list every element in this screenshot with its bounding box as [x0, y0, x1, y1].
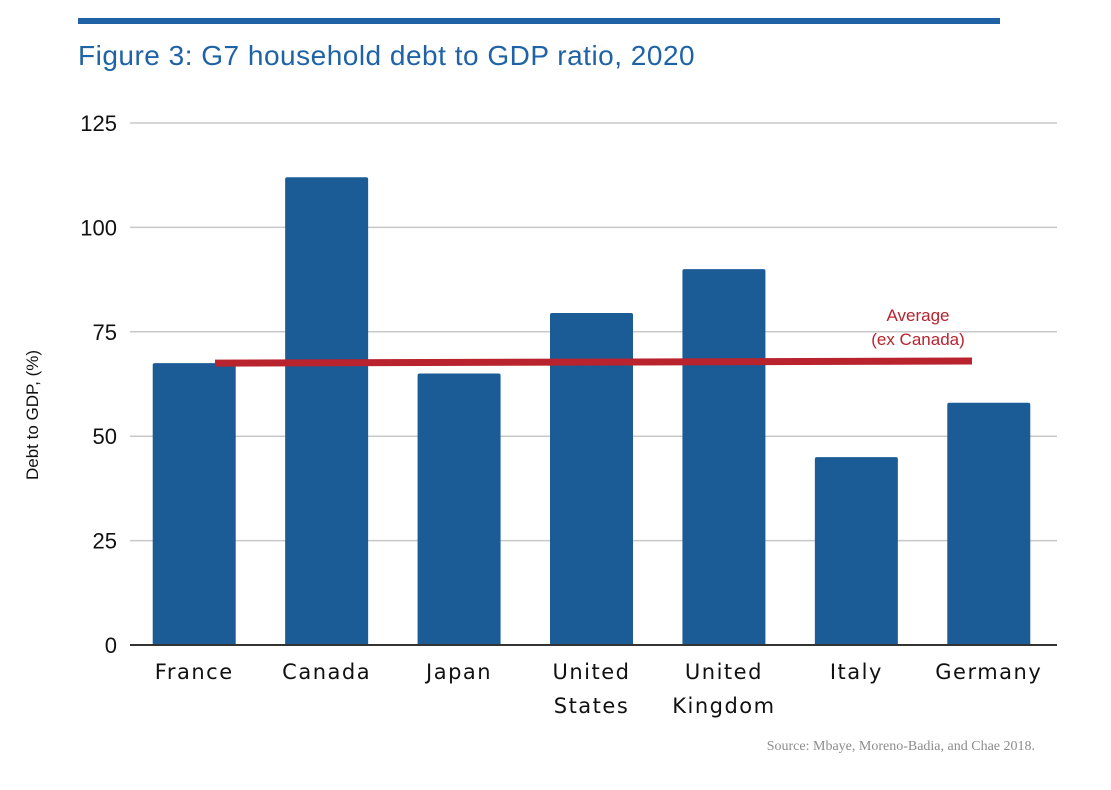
bar — [947, 402, 1031, 645]
bar — [152, 363, 236, 645]
x-tick-label: Canada — [282, 660, 371, 684]
figure-title: Figure 3: G7 household debt to GDP ratio… — [78, 40, 696, 71]
y-axis-label: Debt to GDP, (%) — [23, 350, 42, 480]
x-tick-label: United States — [553, 660, 631, 718]
bar — [814, 457, 898, 645]
x-tick-label: France — [155, 660, 234, 684]
y-tick-label: 50 — [93, 424, 117, 449]
bar — [550, 313, 633, 645]
y-tick-label: 25 — [93, 529, 117, 554]
bar — [417, 373, 501, 645]
x-tick-label: Germany — [935, 660, 1042, 684]
average-line — [214, 357, 973, 367]
y-tick-label: 125 — [80, 111, 117, 136]
x-tick-label: United Kingdom — [672, 660, 775, 718]
y-tick-label: 0 — [105, 633, 117, 658]
top-rule — [78, 18, 1000, 24]
y-tick-label: 75 — [93, 320, 117, 345]
source-note: Source: Mbaye, Moreno-Badia, and Chae 20… — [766, 739, 1035, 754]
average-label: Average (ex Canada) — [871, 306, 965, 349]
x-tick-label: Italy — [830, 660, 883, 684]
bar — [682, 269, 766, 645]
x-tick-label: Japan — [424, 660, 492, 684]
y-tick-label: 100 — [80, 215, 117, 240]
bar — [285, 177, 369, 645]
